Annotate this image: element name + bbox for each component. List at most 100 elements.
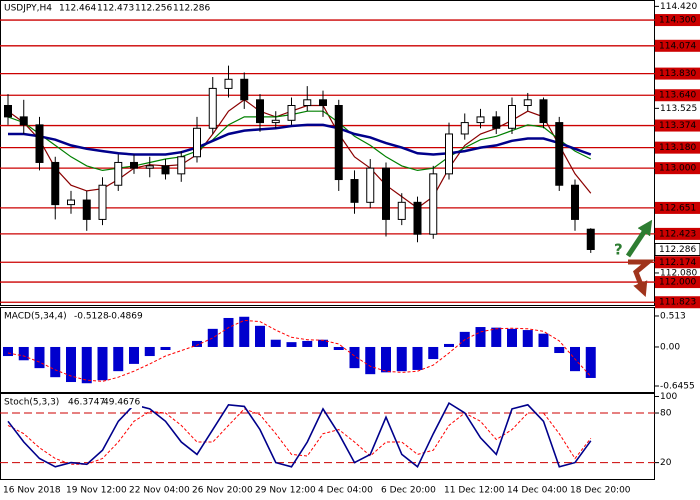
level-label-box bbox=[655, 296, 700, 309]
moving-average bbox=[7, 99, 592, 209]
macd-bar bbox=[270, 339, 281, 347]
candle-body bbox=[256, 99, 264, 124]
y-tick-label: 100 bbox=[660, 392, 677, 402]
macd-bar bbox=[129, 346, 139, 364]
header-text: 112.256 bbox=[135, 4, 172, 14]
level-label: 113.180 bbox=[659, 143, 696, 153]
candle-body bbox=[35, 124, 44, 163]
macd-bar bbox=[522, 330, 533, 347]
header-text: 112.464 bbox=[59, 4, 96, 14]
macd-bar bbox=[585, 346, 596, 378]
candle-body bbox=[193, 127, 201, 158]
macd-bar bbox=[3, 346, 13, 357]
y-tick-label: 0.00 bbox=[660, 342, 680, 352]
candle-body bbox=[397, 201, 406, 220]
macd-bar bbox=[255, 325, 265, 347]
indicator-header-bg bbox=[2, 310, 152, 322]
candle-body bbox=[303, 99, 312, 106]
macd-panel bbox=[0, 307, 655, 393]
level-label-box bbox=[655, 227, 700, 240]
candle-body bbox=[130, 161, 138, 169]
candle-body bbox=[67, 199, 75, 206]
level-label-box bbox=[655, 276, 700, 289]
candle-body bbox=[82, 199, 91, 220]
macd-bar bbox=[113, 346, 124, 372]
x-tick-label: 6 Dec 20:00 bbox=[381, 486, 436, 496]
indicator-value: 49.4676 bbox=[103, 398, 140, 408]
indicator-value: -0.4869 bbox=[108, 312, 143, 322]
current-price-box bbox=[654, 242, 700, 256]
x-tick-label: 14 Dec 04:00 bbox=[507, 486, 568, 496]
header-bg bbox=[2, 2, 207, 14]
macd-bar bbox=[396, 346, 407, 372]
level-label-box bbox=[655, 141, 700, 154]
macd-bar bbox=[286, 342, 297, 347]
y-tick-label: 20 bbox=[660, 458, 672, 468]
level-label-box bbox=[655, 14, 700, 27]
indicator-name: MACD(5,34,4) bbox=[4, 312, 67, 322]
macd-bar bbox=[239, 316, 250, 347]
candle-body bbox=[51, 161, 60, 206]
candle-body bbox=[366, 167, 375, 203]
level-label: 112.174 bbox=[659, 258, 696, 268]
candle-body bbox=[4, 104, 12, 118]
level-label-box bbox=[655, 67, 700, 80]
candle-body bbox=[19, 116, 28, 126]
macd-bar bbox=[349, 346, 360, 369]
candle-body bbox=[177, 156, 186, 175]
x-tick-label: 26 Nov 20:00 bbox=[192, 486, 253, 496]
candle-body bbox=[539, 99, 548, 124]
candle-body bbox=[224, 78, 233, 89]
header-text: 112.286 bbox=[173, 4, 210, 14]
candle-body bbox=[334, 104, 343, 181]
y-tick-label: -0.6455 bbox=[660, 381, 695, 391]
y-tick-label: 113.525 bbox=[660, 104, 697, 114]
y-tick-label: 80 bbox=[660, 409, 672, 419]
macd-bar bbox=[144, 346, 155, 357]
candle-body bbox=[523, 99, 532, 106]
candle-body bbox=[319, 99, 327, 106]
macd-bar bbox=[491, 327, 502, 347]
moving-average bbox=[8, 123, 592, 156]
x-tick-label: 4 Dec 04:00 bbox=[318, 486, 373, 496]
macd-bar bbox=[507, 328, 517, 347]
header-text: USDJPY,H4 bbox=[4, 4, 52, 14]
macd-bar bbox=[554, 346, 565, 354]
macd-bar bbox=[365, 346, 376, 375]
header-text: 112.473 bbox=[97, 4, 134, 14]
macd-bar bbox=[97, 346, 108, 381]
candle-body bbox=[271, 119, 280, 124]
macd-signal bbox=[7, 319, 592, 382]
y-tick-label: 0.513 bbox=[660, 311, 686, 321]
candle-body bbox=[460, 122, 469, 135]
level-label-box bbox=[655, 162, 700, 175]
macd-bar bbox=[66, 346, 76, 383]
candle-body bbox=[98, 184, 107, 220]
down-arrow bbox=[628, 259, 655, 297]
level-label: 112.423 bbox=[659, 229, 696, 239]
macd-bar bbox=[381, 346, 391, 373]
level-label: 114.074 bbox=[659, 41, 696, 51]
level-label-box bbox=[655, 119, 700, 132]
candle-body bbox=[555, 122, 564, 186]
macd-bar bbox=[160, 346, 171, 350]
candle-body bbox=[161, 165, 170, 175]
x-tick-label: 16 Nov 2018 bbox=[3, 486, 61, 496]
candle-body bbox=[508, 104, 516, 129]
x-tick-label: 22 Nov 04:00 bbox=[129, 486, 190, 496]
level-label: 113.374 bbox=[659, 121, 696, 131]
level-label-box bbox=[655, 39, 700, 52]
level-label-box bbox=[655, 201, 700, 214]
candle-body bbox=[445, 133, 453, 175]
candle-body bbox=[382, 167, 390, 220]
level-label: 113.830 bbox=[659, 69, 696, 79]
macd-bar bbox=[50, 346, 61, 378]
x-tick-label: 19 Nov 12:00 bbox=[66, 486, 127, 496]
macd-bar bbox=[192, 340, 202, 347]
level-label: 111.823 bbox=[659, 298, 696, 308]
macd-bar bbox=[428, 346, 439, 360]
indicator-value: -0.5128 bbox=[74, 312, 109, 322]
macd-bar bbox=[538, 333, 549, 347]
